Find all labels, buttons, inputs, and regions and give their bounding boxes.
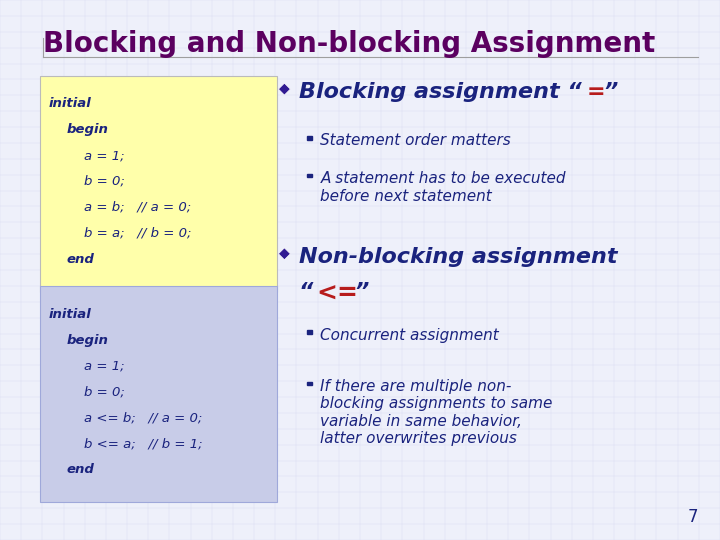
Text: Non-blocking assignment: Non-blocking assignment	[299, 247, 617, 267]
Text: end: end	[66, 253, 94, 266]
Text: begin: begin	[66, 123, 108, 136]
Polygon shape	[279, 83, 290, 95]
Bar	[307, 330, 312, 334]
Text: A statement has to be executed
before next statement: A statement has to be executed before ne…	[320, 171, 566, 204]
Text: b = 0;: b = 0;	[84, 386, 125, 399]
Text: <=: <=	[317, 282, 359, 306]
Text: initial: initial	[48, 97, 91, 110]
Text: Blocking assignment “: Blocking assignment “	[299, 82, 582, 102]
Polygon shape	[279, 248, 290, 260]
FancyBboxPatch shape	[40, 286, 277, 502]
Bar	[307, 173, 312, 177]
Text: ”: ”	[354, 282, 369, 302]
Text: “: “	[299, 282, 313, 302]
Text: a = 1;: a = 1;	[84, 149, 125, 162]
Text: begin: begin	[66, 334, 108, 347]
Text: Concurrent assignment: Concurrent assignment	[320, 328, 499, 343]
Text: =: =	[587, 82, 606, 102]
Text: a <= b;   // a = 0;: a <= b; // a = 0;	[84, 411, 202, 424]
Text: Statement order matters: Statement order matters	[320, 133, 511, 148]
Text: a = b;   // a = 0;: a = b; // a = 0;	[84, 201, 192, 214]
Text: Blocking and Non-blocking Assignment: Blocking and Non-blocking Assignment	[43, 30, 655, 58]
Text: a = 1;: a = 1;	[84, 360, 125, 373]
Text: b = 0;: b = 0;	[84, 175, 125, 188]
Text: 7: 7	[688, 509, 698, 526]
Text: b = a;   // b = 0;: b = a; // b = 0;	[84, 227, 192, 240]
Text: end: end	[66, 463, 94, 476]
Text: b <= a;   // b = 1;: b <= a; // b = 1;	[84, 437, 203, 450]
Bar	[307, 381, 312, 386]
Bar	[307, 136, 312, 139]
Text: ”: ”	[603, 82, 618, 102]
Text: If there are multiple non-
blocking assignments to same
variable in same behavio: If there are multiple non- blocking assi…	[320, 379, 553, 446]
Text: initial: initial	[48, 308, 91, 321]
FancyBboxPatch shape	[40, 76, 277, 292]
